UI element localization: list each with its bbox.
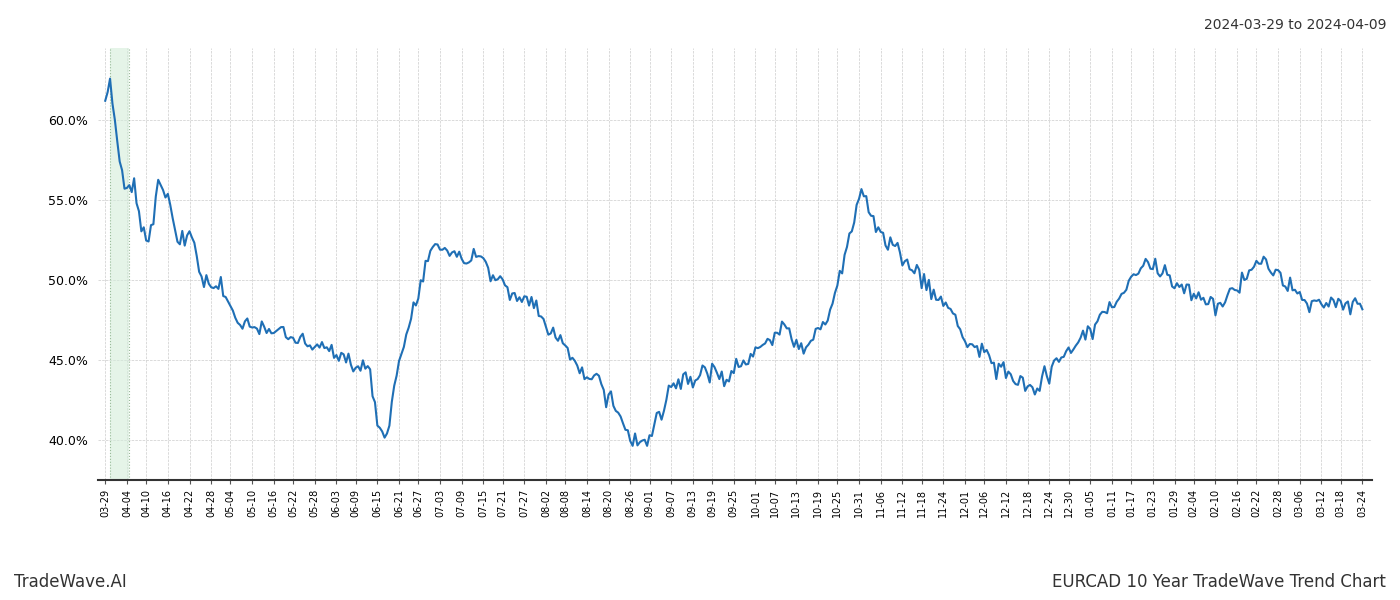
Bar xyxy=(111,48,129,480)
Text: TradeWave.AI: TradeWave.AI xyxy=(14,573,127,591)
Text: 2024-03-29 to 2024-04-09: 2024-03-29 to 2024-04-09 xyxy=(1204,18,1386,32)
Text: EURCAD 10 Year TradeWave Trend Chart: EURCAD 10 Year TradeWave Trend Chart xyxy=(1053,573,1386,591)
